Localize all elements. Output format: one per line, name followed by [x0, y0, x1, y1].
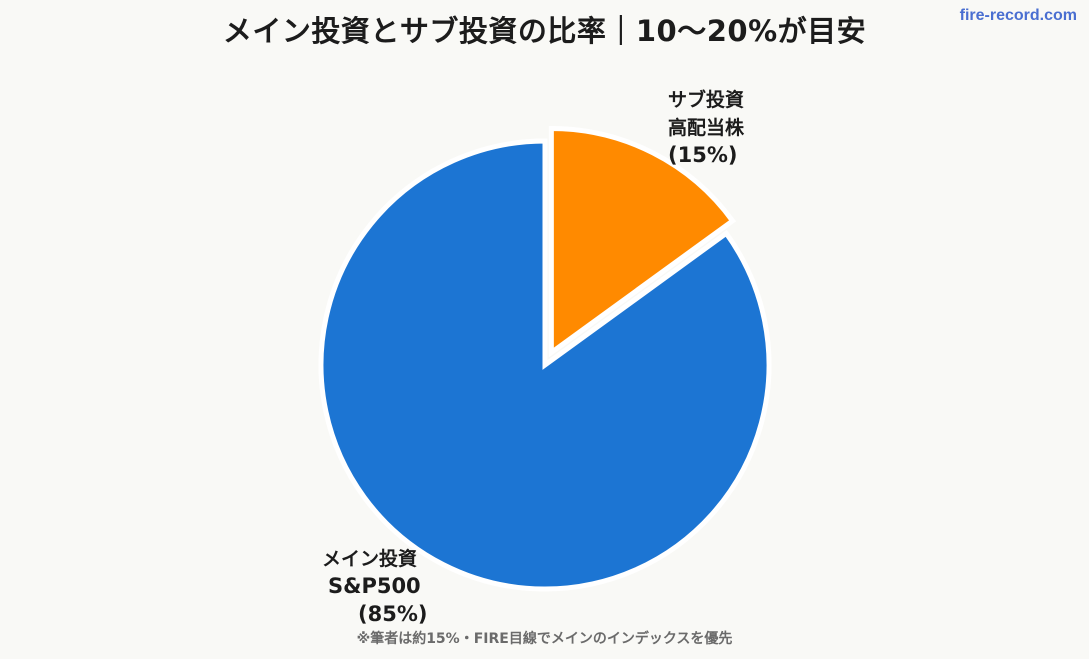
slice-label-main: メイン投資 S&P500 (85%): [322, 547, 427, 626]
slice-label-line: 高配当株: [668, 116, 745, 139]
slice-label-line: S&P500: [328, 574, 421, 598]
slice-label-line: (85%): [358, 602, 427, 626]
site-watermark[interactable]: fire-record.com: [959, 7, 1077, 24]
slice-label-line: メイン投資: [322, 547, 417, 570]
pie-slice-main: [318, 138, 772, 592]
pie-slices: [318, 126, 772, 592]
slice-label-sub: サブ投資高配当株 (15%): [668, 88, 745, 167]
footnote: ※筆者は約15%・FIRE目線でメインのインデックスを優先: [356, 631, 733, 647]
pie-slice-sub: [548, 126, 737, 358]
pie-labels: サブ投資高配当株 (15%) メイン投資 S&P500 (85%): [322, 88, 745, 626]
chart-title: メイン投資とサブ投資の比率｜10〜20%が目安: [222, 14, 867, 48]
slice-label-line: サブ投資: [668, 88, 744, 111]
slice-label-line: (15%): [668, 143, 737, 167]
